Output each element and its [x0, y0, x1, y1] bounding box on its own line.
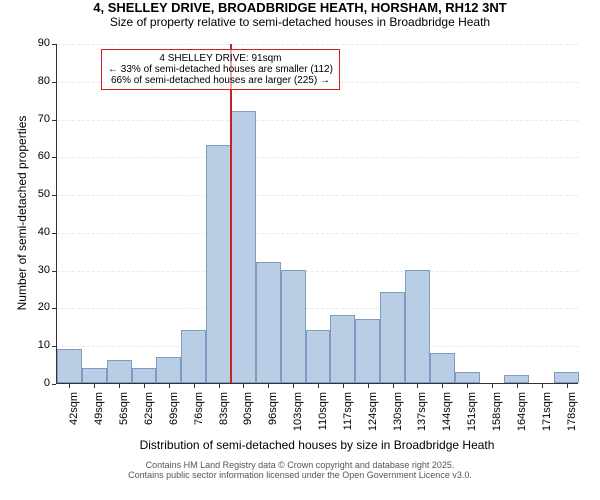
x-tick-label: 90sqm — [242, 392, 254, 442]
y-tick-label: 10 — [24, 339, 50, 351]
x-tick-mark — [119, 384, 120, 388]
x-tick-mark — [194, 384, 195, 388]
chart-footer: Contains HM Land Registry data © Crown c… — [0, 460, 600, 480]
x-tick-mark — [517, 384, 518, 388]
x-tick-mark — [343, 384, 344, 388]
y-tick-mark — [52, 195, 56, 196]
chart-subtitle: Size of property relative to semi-detach… — [0, 15, 600, 29]
y-tick-label: 40 — [24, 226, 50, 238]
y-tick-label: 20 — [24, 301, 50, 313]
x-tick-label: 83sqm — [218, 392, 230, 442]
x-tick-mark — [219, 384, 220, 388]
y-tick-mark — [52, 308, 56, 309]
y-tick-label: 50 — [24, 188, 50, 200]
histogram-bar — [107, 360, 132, 383]
y-gridline — [57, 44, 578, 45]
histogram-bar — [380, 292, 405, 383]
plot-area: 4 SHELLEY DRIVE: 91sqm← 33% of semi-deta… — [56, 44, 578, 384]
y-tick-label: 70 — [24, 113, 50, 125]
histogram-bar — [306, 330, 331, 383]
x-tick-label: 178sqm — [566, 392, 578, 442]
y-tick-mark — [52, 120, 56, 121]
y-gridline — [57, 308, 578, 309]
x-tick-mark — [144, 384, 145, 388]
x-tick-label: 151sqm — [466, 392, 478, 442]
y-gridline — [57, 271, 578, 272]
annotation-box: 4 SHELLEY DRIVE: 91sqm← 33% of semi-deta… — [101, 49, 340, 90]
x-tick-label: 62sqm — [143, 392, 155, 442]
histogram-bar — [430, 353, 455, 383]
annotation-line-0: 4 SHELLEY DRIVE: 91sqm — [108, 53, 333, 64]
x-tick-mark — [542, 384, 543, 388]
x-tick-label: 171sqm — [541, 392, 553, 442]
y-tick-label: 60 — [24, 150, 50, 162]
y-tick-mark — [52, 384, 56, 385]
x-tick-label: 117sqm — [342, 392, 354, 442]
footer-line-2: Contains public sector information licen… — [0, 470, 600, 480]
annotation-line-2: 66% of semi-detached houses are larger (… — [108, 75, 333, 86]
y-gridline — [57, 195, 578, 196]
x-tick-mark — [393, 384, 394, 388]
x-tick-label: 158sqm — [491, 392, 503, 442]
histogram-bar — [57, 349, 82, 383]
y-tick-label: 90 — [24, 37, 50, 49]
histogram-bar — [554, 372, 579, 383]
x-tick-mark — [442, 384, 443, 388]
y-tick-mark — [52, 233, 56, 234]
y-gridline — [57, 157, 578, 158]
x-tick-label: 144sqm — [441, 392, 453, 442]
histogram-bar — [504, 375, 529, 383]
annotation-line-1: ← 33% of semi-detached houses are smalle… — [108, 64, 333, 75]
histogram-bar — [206, 145, 231, 383]
y-tick-label: 30 — [24, 264, 50, 276]
x-tick-label: 164sqm — [516, 392, 528, 442]
y-tick-mark — [52, 44, 56, 45]
x-tick-mark — [467, 384, 468, 388]
reference-line — [230, 44, 232, 383]
x-tick-label: 96sqm — [267, 392, 279, 442]
x-tick-label: 130sqm — [392, 392, 404, 442]
x-tick-mark — [368, 384, 369, 388]
histogram-bar — [330, 315, 355, 383]
x-tick-label: 56sqm — [118, 392, 130, 442]
x-tick-mark — [169, 384, 170, 388]
x-tick-label: 124sqm — [367, 392, 379, 442]
histogram-bar — [156, 357, 181, 383]
x-tick-label: 110sqm — [317, 392, 329, 442]
histogram-bar — [132, 368, 157, 383]
x-tick-mark — [268, 384, 269, 388]
y-tick-mark — [52, 157, 56, 158]
x-tick-label: 69sqm — [168, 392, 180, 442]
chart-title: 4, SHELLEY DRIVE, BROADBRIDGE HEATH, HOR… — [0, 0, 600, 15]
histogram-bar — [455, 372, 480, 383]
x-tick-mark — [318, 384, 319, 388]
x-tick-mark — [567, 384, 568, 388]
x-tick-label: 103sqm — [292, 392, 304, 442]
histogram-bar — [181, 330, 206, 383]
x-tick-label: 49sqm — [93, 392, 105, 442]
histogram-bar — [256, 262, 281, 383]
x-tick-mark — [492, 384, 493, 388]
x-tick-label: 76sqm — [193, 392, 205, 442]
y-tick-label: 80 — [24, 75, 50, 87]
y-gridline — [57, 233, 578, 234]
y-gridline — [57, 120, 578, 121]
y-tick-mark — [52, 271, 56, 272]
y-tick-mark — [52, 82, 56, 83]
footer-line-1: Contains HM Land Registry data © Crown c… — [0, 460, 600, 470]
y-tick-label: 0 — [24, 377, 50, 389]
y-tick-mark — [52, 346, 56, 347]
histogram-bar — [405, 270, 430, 383]
histogram-bar — [82, 368, 107, 383]
histogram-bar — [281, 270, 306, 383]
x-tick-mark — [94, 384, 95, 388]
histogram-bar — [231, 111, 256, 383]
x-tick-label: 42sqm — [68, 392, 80, 442]
histogram-bar — [355, 319, 380, 383]
x-tick-mark — [417, 384, 418, 388]
x-tick-label: 137sqm — [416, 392, 428, 442]
x-tick-mark — [69, 384, 70, 388]
x-tick-mark — [243, 384, 244, 388]
x-tick-mark — [293, 384, 294, 388]
